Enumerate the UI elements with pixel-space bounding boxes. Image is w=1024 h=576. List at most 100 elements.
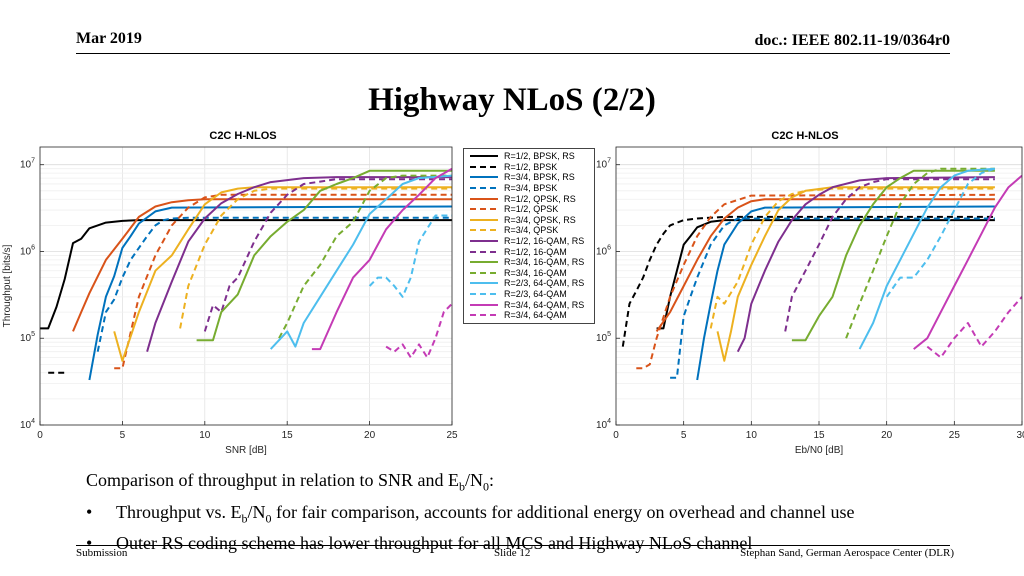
intro-colon: :: [488, 470, 494, 490]
right-plot-title: C2C H-NLOS: [771, 130, 839, 142]
legend-label: R=1/2, QPSK, RS: [504, 193, 576, 204]
legend-swatch: [470, 282, 498, 285]
legend-entry: R=3/4, QPSK: [464, 225, 594, 236]
legend-entry: R=1/2, 16-QAM, RS: [464, 236, 594, 247]
bullet-dot: •: [86, 533, 93, 554]
legend-entry: R=3/4, BPSK, RS: [464, 172, 594, 183]
series-line-10: [196, 169, 452, 342]
x-tick-label: 5: [681, 430, 687, 441]
legend-label: R=2/3, 64-QAM, RS: [504, 278, 585, 289]
y-tick-label: 107: [596, 158, 611, 171]
header-doc-id: doc.: IEEE 802.11-19/0364r0: [754, 32, 950, 49]
intro-line: Comparison of throughput in relation to …: [86, 468, 854, 500]
footer-submission: Submission: [76, 547, 128, 559]
x-tick-label: 15: [282, 430, 294, 441]
legend-swatch: [470, 155, 498, 158]
y-tick-label: 105: [20, 331, 35, 344]
legend-label: R=3/4, 64-QAM, RS: [504, 299, 585, 310]
x-axis-label: Eb/N0 [dB]: [795, 445, 844, 456]
snr-throughput-chart: 0 5 10 15 20 25 104 105 106 107 SNR [dB] Throughput…: [2, 146, 458, 456]
series-line-11: [278, 174, 452, 339]
legend-entry: R=1/2, BPSK, RS: [464, 151, 594, 162]
legend-label: R=3/4, BPSK: [504, 183, 558, 194]
series-line-9: [203, 178, 452, 332]
x-tick-label: 10: [199, 430, 211, 441]
y-tick-label: 107: [20, 158, 35, 171]
footer-author: Stephan Sand, German Aerospace Center (D…: [740, 547, 954, 559]
legend-swatch: [470, 314, 498, 317]
axes-box: [39, 146, 453, 426]
series-line-14: [913, 174, 1022, 350]
legend-entry: R=3/4, 64-QAM: [464, 310, 594, 321]
series-line-8: [736, 176, 995, 353]
series-line-9: [784, 178, 995, 332]
legend-swatch: [470, 176, 498, 179]
legend-swatch: [470, 271, 498, 274]
footer-slide-number: Slide 12: [494, 547, 531, 559]
legend-swatch: [470, 261, 498, 264]
legend-label: R=3/4, 16-QAM: [504, 267, 567, 278]
legend-entry: R=3/4, 16-QAM, RS: [464, 257, 594, 268]
series-line-12: [269, 174, 452, 350]
legend-label: R=3/4, QPSK, RS: [504, 214, 576, 225]
series-line-4: [655, 198, 995, 332]
legend-swatch: [470, 240, 498, 243]
legend-entry: R=1/2, QPSK, RS: [464, 193, 594, 204]
intro-sub-b: b: [458, 479, 465, 494]
header-rule: [76, 53, 950, 54]
legend-entry: R=1/2, QPSK: [464, 204, 594, 215]
series-line-6: [716, 186, 995, 362]
x-tick-label: 25: [446, 430, 458, 441]
legend-label: R=1/2, BPSK, RS: [504, 151, 575, 162]
series-line-5: [636, 193, 995, 370]
x-axis-label: SNR [dB]: [225, 445, 267, 456]
intro-sub-0: 0: [482, 479, 489, 494]
series-line-11: [845, 167, 995, 339]
legend-label: R=1/2, QPSK: [504, 204, 559, 215]
x-tick-label: 20: [364, 430, 376, 441]
series-line-8: [146, 176, 452, 352]
bullet-dot: •: [86, 501, 93, 522]
x-tick-label: 0: [613, 430, 619, 441]
legend-label: R=1/2, BPSK: [504, 161, 558, 172]
series-line-2: [696, 205, 995, 381]
legend-entry: R=1/2, BPSK: [464, 162, 594, 173]
series-line-0: [40, 219, 452, 330]
y-tick-label: 106: [596, 244, 611, 257]
legend-swatch: [470, 208, 498, 211]
x-tick-label: 0: [37, 430, 43, 441]
legend-label: R=1/2, 16-QAM: [504, 246, 567, 257]
series-line-2: [88, 205, 452, 381]
series-line-4: [72, 198, 452, 332]
x-tick-label: 25: [949, 430, 961, 441]
series-line-10: [791, 169, 995, 342]
legend-entry: R=3/4, BPSK: [464, 183, 594, 194]
legend-swatch: [470, 165, 498, 168]
legend-entry: R=3/4, QPSK, RS: [464, 215, 594, 226]
slide-title: Highway NLoS (2/2): [368, 82, 656, 118]
ebn0-throughput-chart: 0 5 10 15 20 25 30 104 105 106 107 Eb/N0 [dB]: [596, 146, 1024, 456]
bullet-2-text: Outer RS coding scheme has lower through…: [116, 533, 753, 554]
legend-swatch: [470, 187, 498, 190]
series-line-14: [311, 167, 452, 351]
y-tick-label: 105: [596, 331, 611, 344]
legend-entry: R=3/4, 64-QAM, RS: [464, 299, 594, 310]
x-tick-label: 5: [120, 430, 126, 441]
header-date: Mar 2019: [76, 30, 142, 47]
series-line-15: [926, 296, 1022, 359]
legend-entry: R=3/4, 16-QAM: [464, 268, 594, 279]
body-text: Comparison of throughput in relation to …: [86, 468, 854, 556]
x-tick-label: 20: [881, 430, 893, 441]
series-line-6: [113, 186, 452, 362]
x-tick-label: 15: [813, 430, 825, 441]
left-plot-title: C2C H-NLOS: [209, 130, 277, 142]
series-line-12: [858, 167, 995, 350]
y-tick-label: 106: [20, 244, 35, 257]
x-tick-label: 30: [1016, 430, 1024, 441]
series-line-13: [368, 214, 452, 298]
legend-label: R=3/4, QPSK: [504, 225, 559, 236]
y-tick-label: 104: [596, 418, 611, 431]
x-tick-label: 10: [746, 430, 758, 441]
legend-swatch: [470, 293, 498, 296]
legend-swatch: [470, 303, 498, 306]
